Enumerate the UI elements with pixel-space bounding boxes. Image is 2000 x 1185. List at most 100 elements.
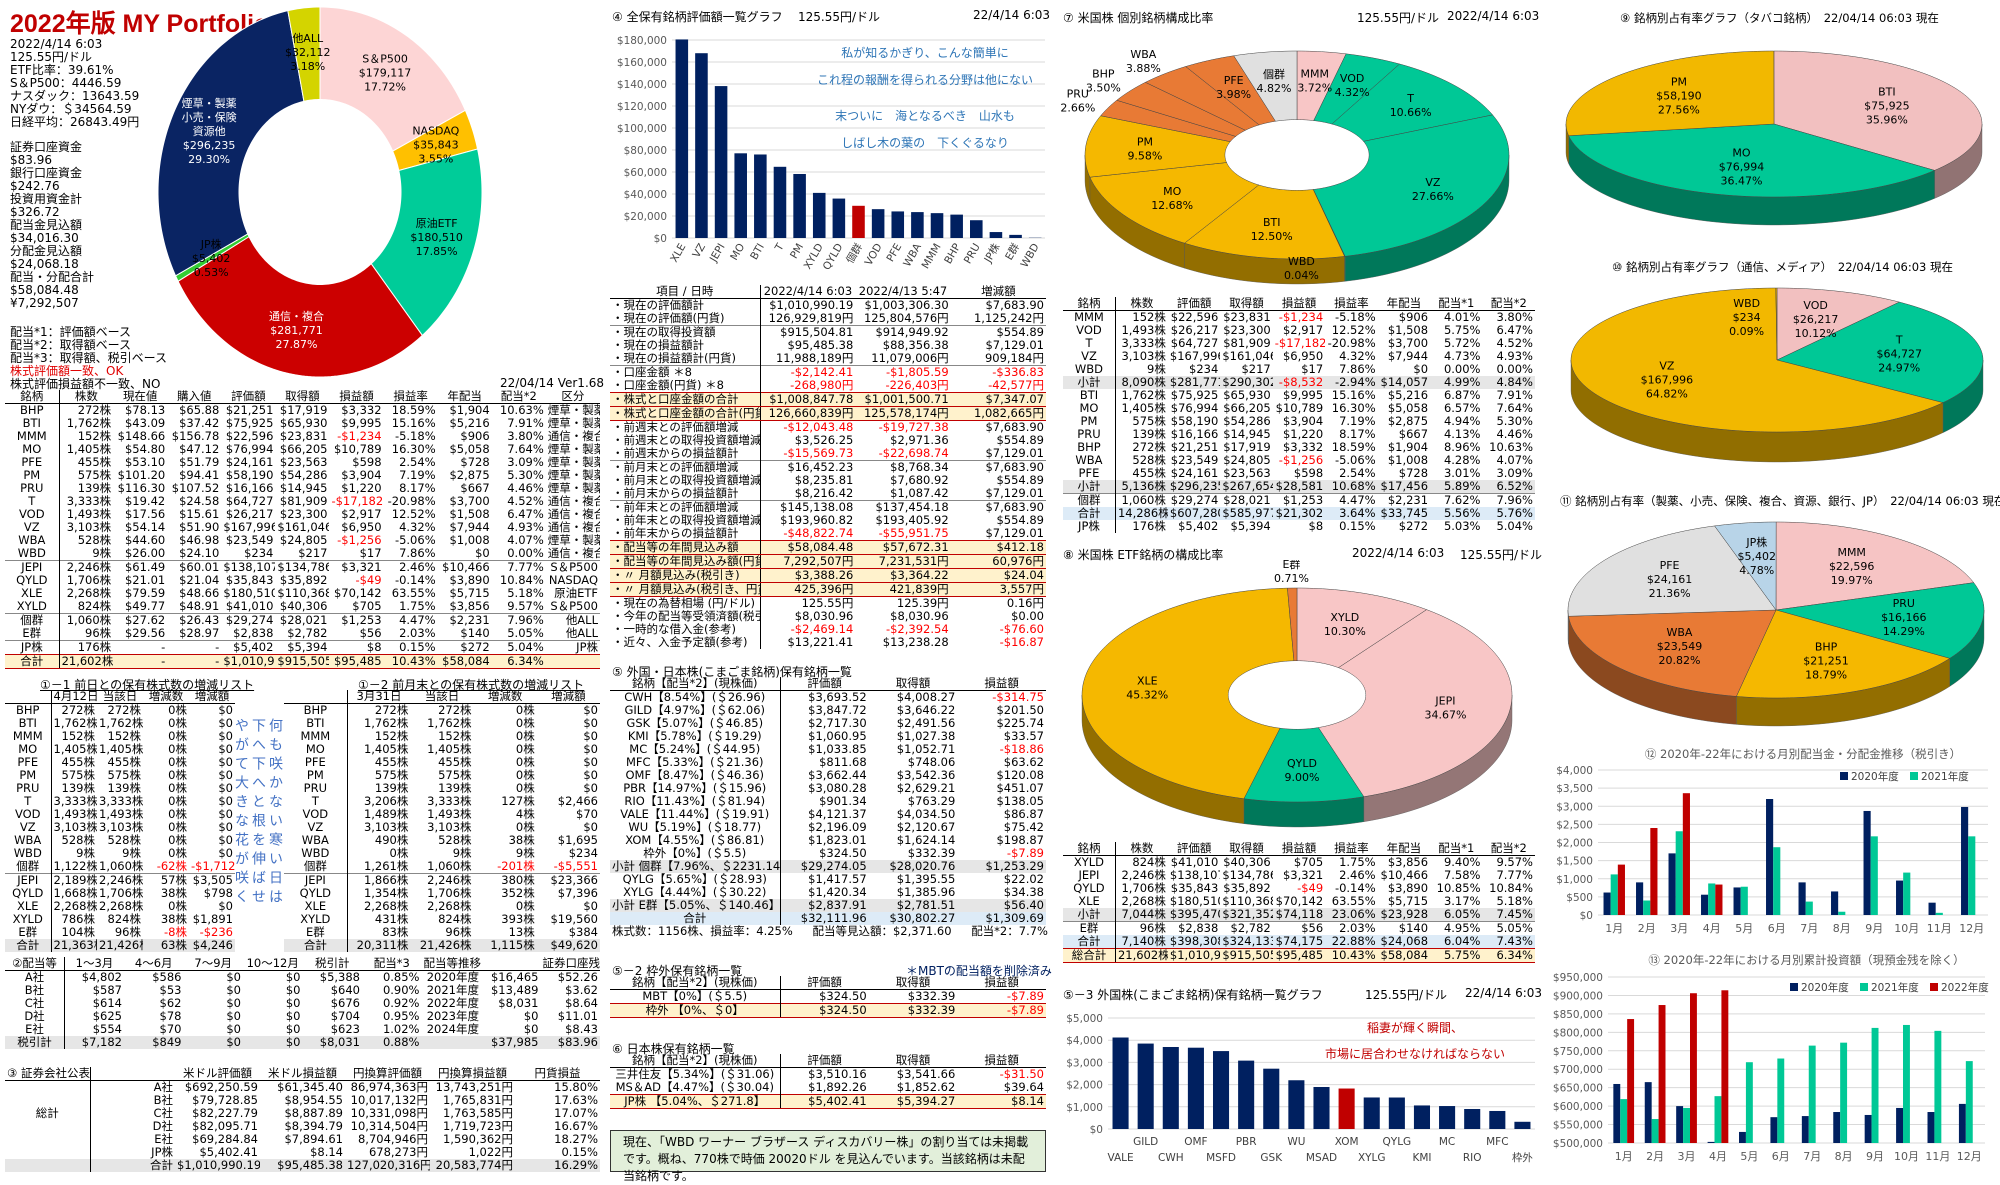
table-cell: $332.39: [869, 1004, 958, 1018]
table-cell: $28,021: [275, 614, 329, 628]
table-cell: $82,227.79: [175, 1107, 260, 1120]
table-cell: 7,140株: [1115, 935, 1167, 949]
table-cell: 合計: [5, 939, 51, 952]
column-header: 取得額: [1220, 842, 1272, 856]
x-tick-label: 7月: [1800, 922, 1818, 935]
table-cell: $3,321: [329, 561, 383, 575]
table-cell: -$8,532: [1273, 376, 1325, 389]
pie-slice: [1313, 115, 1509, 256]
bar-2020年度: [1613, 1084, 1620, 1143]
table-cell: $7,396: [537, 887, 600, 900]
table-cell: 21,426株: [97, 939, 143, 952]
table-cell: -5.06%: [1325, 454, 1377, 467]
table-cell: $29,274: [221, 614, 275, 628]
bar-2020年度: [1928, 1112, 1935, 1143]
bar-2021年度: [1643, 901, 1650, 916]
table-cell: T: [5, 495, 59, 508]
table-cell: 9株: [410, 847, 473, 860]
table-cell: $24,805: [1220, 454, 1272, 467]
table-cell: 272株: [410, 704, 473, 718]
table-cell: 合計: [284, 939, 347, 952]
table-cell: $640: [303, 984, 363, 997]
legend-swatch: [1910, 772, 1918, 780]
table-cell: $17,919: [1220, 441, 1272, 454]
table-cell: 6.47%: [492, 508, 546, 521]
y-tick-label: $900,000: [1553, 990, 1603, 1002]
table-cell: $14,945: [1220, 428, 1272, 441]
bar-2021年度: [1746, 1062, 1753, 1143]
table-cell: T: [1063, 337, 1115, 350]
x-tick-label: VZ: [690, 242, 708, 260]
table-cell: $95,485.38: [760, 339, 855, 352]
table-cell: ・株式と口座金額の合計: [610, 393, 760, 407]
table-cell: 5.89%: [1430, 480, 1482, 494]
chart-title: ⑫ 2020年-22年における月別配当金・分配金推移（税引き）: [1645, 747, 1961, 761]
table-cell: $281,771: [1168, 376, 1220, 389]
table-cell: $79,728.85: [175, 1094, 260, 1107]
table-row: ・前週末との評価額増減-$12,043.48-$19,727.38$7,683.…: [610, 421, 1046, 435]
table-cell: 小計 E群【5.05%、＄140.46】: [610, 899, 780, 912]
table-cell: $70,142: [1273, 895, 1325, 908]
table-row: RIO【11.43%】(＄81.94)$901.34$763.29$138.05: [610, 795, 1046, 808]
table-cell: $763.29: [869, 795, 958, 808]
column-header: 損益額: [1273, 297, 1325, 311]
table-cell: 96株: [59, 627, 113, 641]
table-cell: 2.54%: [1325, 467, 1377, 480]
column-header: ③ 証券会社公表: [5, 1067, 90, 1081]
table-cell: $6,950: [329, 521, 383, 534]
table-row: ・現在の取得投資額$915,504.81$914,949.92$554.89: [610, 326, 1046, 340]
table-cell: 4.07%: [1483, 454, 1536, 467]
table-cell: $54,286: [275, 469, 329, 482]
table-cell: $3,526.25: [760, 434, 855, 447]
table-cell: $8.43: [541, 1023, 601, 1036]
table-cell: $2,231: [1378, 494, 1430, 508]
table-cell: 455株: [97, 756, 143, 769]
bar: [1414, 1105, 1430, 1129]
bar53-time: 22/4/14 6:03: [1465, 986, 1542, 1000]
table-cell: $26.43: [167, 614, 221, 628]
table-cell: $906: [438, 430, 492, 443]
table-cell: 6.34%: [492, 655, 546, 669]
table-cell: 38株: [143, 913, 189, 926]
column-header: 評価額: [780, 677, 869, 691]
table-row: ・〃 月額見込み(税引き)$3,388.26$3,364.22$24.04: [610, 569, 1046, 583]
table-cell: 11,079,006円: [855, 352, 950, 366]
bar: [715, 86, 728, 238]
table-cell: $16,465: [481, 971, 541, 985]
table-cell: $614: [65, 997, 125, 1010]
bar-2021年度: [1715, 1096, 1722, 1143]
table-cell: 21,363株: [51, 939, 97, 952]
table-cell: -201株: [474, 860, 537, 874]
table-cell: 5.56%: [1430, 507, 1482, 520]
table-cell: 393株: [474, 913, 537, 926]
table-cell: $8,394.79: [260, 1120, 345, 1133]
table-cell: ・前月末からの損益額計: [610, 487, 760, 501]
table-cell: $0: [184, 1023, 244, 1036]
table-cell: $10,466: [1378, 869, 1430, 882]
table-cell: CWH【8.54%】(＄26.96): [610, 691, 780, 705]
legend-label: 2021年度: [1871, 981, 1919, 994]
table-cell: $0: [481, 1010, 541, 1023]
table-cell: WBD: [284, 847, 347, 860]
bar: [813, 193, 826, 238]
x-tick-label: JP株: [981, 241, 1003, 266]
table-cell: -$22,698.74: [855, 447, 950, 461]
column-header: 株数: [59, 390, 113, 404]
table-cell: $8,954.55: [260, 1094, 345, 1107]
table-cell: 6.05%: [1430, 908, 1482, 922]
table-cell: $33.57: [957, 730, 1046, 743]
table-cell: $26,217: [1168, 324, 1220, 337]
table-cell: ・配当等の年間見込み額: [610, 541, 760, 555]
table-cell: 7.19%: [384, 469, 438, 482]
table-cell: $0: [189, 743, 235, 756]
table-cell: $43.09: [113, 417, 167, 430]
table-cell: 1,765,831円: [430, 1094, 515, 1107]
